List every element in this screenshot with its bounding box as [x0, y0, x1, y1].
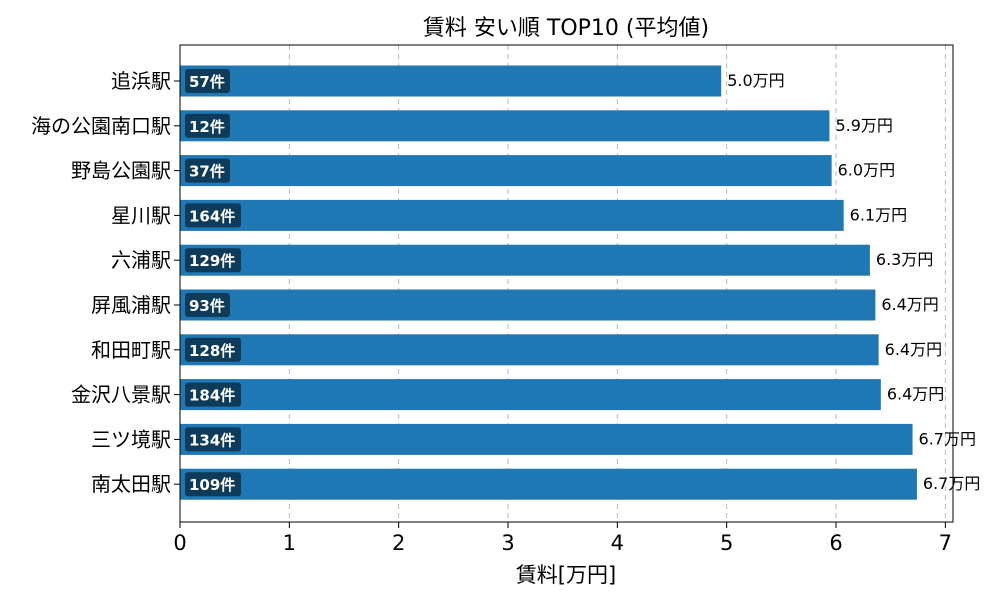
count-badge	[185, 472, 241, 497]
category-label: 星川駅	[111, 203, 171, 227]
count-badge	[185, 427, 241, 452]
category-label: 屏風浦駅	[91, 293, 171, 317]
bar	[180, 423, 913, 455]
bar	[180, 199, 844, 231]
category-label: 和田町駅	[91, 338, 171, 362]
bar	[180, 289, 876, 321]
count-badge	[185, 69, 230, 93]
count-label: 128件	[189, 342, 235, 360]
value-label: 6.7万円	[919, 429, 976, 448]
bar	[180, 155, 832, 187]
x-tick-label: 2	[392, 531, 405, 555]
bar	[180, 110, 830, 142]
count-label: 37件	[189, 163, 225, 181]
bar	[180, 65, 722, 97]
count-badge	[185, 337, 241, 362]
count-badge	[185, 382, 241, 407]
value-label: 5.0万円	[727, 71, 784, 90]
count-badge	[185, 203, 241, 228]
x-tick-label: 7	[939, 531, 952, 555]
count-label: 93件	[189, 297, 225, 315]
chart-title: 賃料 安い順 TOP10 (平均値)	[423, 16, 709, 41]
value-label: 5.9万円	[835, 116, 892, 135]
value-label: 6.4万円	[885, 340, 942, 359]
ticks-layer: 0 1 2 3 4 5 6 7 追浜駅海の公園南口駅野島公園駅星川駅六浦駅屏風浦駅和田町駅金沢八…	[31, 69, 952, 555]
count-badge	[185, 158, 230, 183]
count-label: 12件	[189, 118, 225, 136]
count-label: 57件	[189, 73, 225, 91]
plot-frame	[179, 44, 954, 523]
bar	[180, 379, 881, 411]
value-label: 6.1万円	[850, 205, 907, 224]
bars-layer: 57件 5.0万円 12件 5.9万円 37件 6.0万円 164件 6.1万円 129件 6.3…	[180, 65, 980, 500]
x-tick-label: 0	[173, 531, 186, 555]
bar	[180, 244, 870, 276]
category-label: 三ツ境駅	[91, 427, 171, 451]
x-tick-label: 6	[829, 531, 842, 555]
value-label: 6.4万円	[887, 385, 944, 404]
category-label: 六浦駅	[111, 248, 171, 272]
value-label: 6.4万円	[881, 295, 938, 314]
x-tick-label: 5	[720, 531, 733, 555]
bar	[180, 334, 879, 366]
category-label: 南太田駅	[91, 472, 171, 496]
x-tick-label: 1	[283, 531, 296, 555]
category-label: 追浜駅	[111, 69, 171, 93]
count-badge	[185, 293, 230, 317]
count-label: 164件	[189, 207, 235, 225]
count-badge	[185, 248, 241, 273]
x-axis-label: 賃料[万円]	[516, 563, 616, 587]
value-label: 6.3万円	[876, 250, 933, 269]
category-label: 野島公園駅	[71, 159, 171, 183]
x-tick-label: 4	[611, 531, 624, 555]
count-label: 129件	[189, 252, 235, 270]
bar	[180, 468, 917, 500]
count-badge	[185, 113, 230, 138]
category-label: 海の公園南口駅	[31, 114, 171, 138]
count-label: 184件	[189, 387, 235, 405]
value-label: 6.0万円	[838, 161, 895, 180]
value-label: 6.7万円	[923, 474, 980, 493]
count-label: 109件	[189, 476, 235, 494]
count-label: 134件	[189, 431, 235, 449]
x-tick-label: 3	[501, 531, 514, 555]
category-label: 金沢八景駅	[71, 383, 171, 407]
